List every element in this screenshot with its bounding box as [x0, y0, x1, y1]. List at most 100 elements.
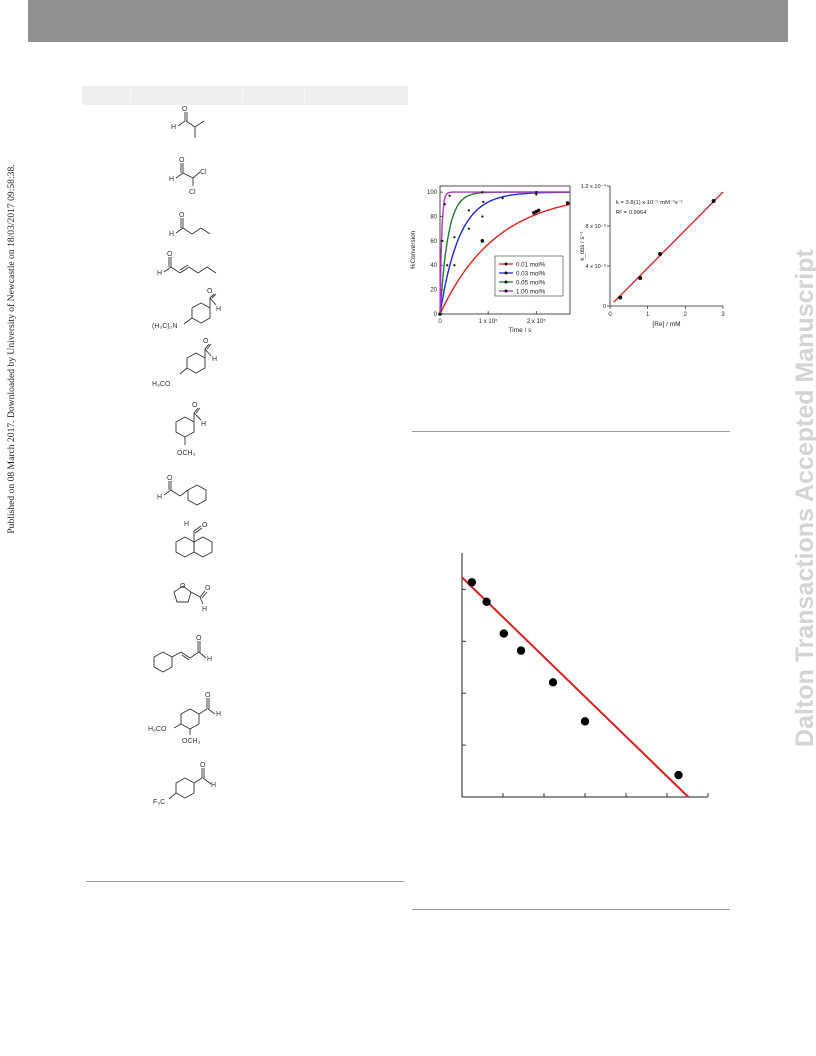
data-point: [448, 194, 451, 197]
data-point: [467, 209, 470, 212]
series-line: [439, 191, 570, 315]
x-tick-label: 0: [438, 319, 442, 325]
legend-marker: [504, 289, 508, 293]
publication-side-note: Published on 08 March 2017. Downloaded b…: [6, 164, 17, 534]
fit-line: [613, 191, 724, 303]
structure-hexenal: O H: [157, 251, 217, 277]
data-point: [516, 646, 526, 655]
x-tick-label: 2 x 10⁵: [527, 318, 546, 325]
series-line: [439, 203, 571, 315]
structure-naphthaldehyde: O H: [175, 521, 213, 558]
data-point: [438, 312, 442, 316]
data-point: [658, 252, 663, 256]
accepted-manuscript-watermark: Dalton Transactions Accepted Manuscript: [791, 249, 816, 747]
kobs-rhenium-chart: 0 1 2 3 0 4 x 10⁻⁵ 8 x 10⁻⁵ 1.2 x 10⁻⁴ [Re] / mM…: [580, 183, 725, 328]
data-point: [711, 199, 716, 203]
legend-label: 0.03 mol%: [516, 270, 546, 277]
structure-dichloroacetaldehyde: O H Cl Cl: [169, 157, 207, 196]
atom-label: O: [200, 762, 206, 769]
legend-label: 0.05 mol%: [516, 279, 546, 286]
structure-anisaldehyde: O H H₃CO: [152, 338, 217, 388]
linear-fit-chart: [461, 553, 709, 798]
atom-label: OCH₃: [177, 450, 196, 457]
legend-label: 0.01 mol%: [516, 261, 546, 268]
atom-label: O: [207, 288, 213, 295]
data-point: [443, 203, 446, 206]
atom-label: O: [179, 157, 185, 164]
journal-header-bar: [28, 0, 788, 42]
annotation-rate: k = 3.8(1) x 10⁻⁵ mM⁻¹s⁻¹: [616, 199, 683, 206]
atom-label: F₃C: [153, 799, 165, 806]
atom-label: O: [179, 212, 185, 219]
atom-label: H: [169, 176, 174, 183]
data-point: [548, 678, 558, 687]
atom-label: H: [169, 231, 174, 238]
data-point: [535, 190, 538, 194]
atom-label: (H₃C)₂N: [152, 323, 177, 330]
y-tick-label: 0: [434, 312, 438, 318]
x-tick-label: 3: [721, 312, 725, 318]
data-point: [453, 264, 456, 267]
y-tick-label: 100: [427, 190, 438, 196]
figure-top-rule: [412, 431, 730, 432]
atom-label: OCH₃: [182, 738, 201, 745]
data-point: [618, 295, 623, 300]
atom-label: H: [184, 521, 189, 528]
x-axis-label: [Re] / mM: [652, 321, 680, 328]
figure-bottom-rule: [412, 909, 730, 910]
structure-veratraldehyde: O H H₃CO OCH₃: [148, 692, 221, 745]
legend-label: 1.00 mol%: [516, 288, 546, 295]
y-tick-label: 40: [430, 263, 437, 269]
data-point: [482, 200, 485, 203]
table-bottom-rule: [86, 881, 404, 882]
plot-frame: [439, 185, 571, 315]
y-tick-label: 8 x 10⁻⁵: [585, 223, 606, 230]
data-point: [638, 276, 643, 280]
data-point: [580, 717, 590, 726]
data-point: [481, 190, 484, 194]
data-point: [501, 197, 504, 200]
conversion-time-chart: 0 1 x 10⁵ 2 x 10⁵ 0 20 40 60 80 100 Time / s %Conv…: [410, 185, 571, 334]
atom-label: H: [216, 306, 221, 313]
annotation-r2: R² = 0.9964: [616, 210, 647, 216]
atom-label: H: [212, 356, 217, 363]
y-tick-label: 20: [430, 288, 437, 294]
atom-label: H₃CO: [148, 726, 167, 733]
atom-label: Cl: [189, 189, 196, 196]
data-point: [481, 215, 484, 218]
data-point: [480, 239, 485, 243]
atom-label: H: [211, 782, 216, 789]
data-point: [482, 597, 491, 606]
data-point: [536, 208, 541, 213]
x-tick-label: 1: [646, 312, 650, 318]
atom-label: O: [203, 338, 209, 345]
data-point: [467, 227, 470, 230]
x-tick-label: 0: [608, 312, 612, 318]
data-point: [499, 629, 509, 638]
fit-line: [461, 576, 690, 798]
structure-dimethylaminobenzaldehyde: O H (H₃C)₂N: [152, 288, 221, 330]
structure-m-anisaldehyde: O H OCH₃: [175, 402, 206, 457]
table-header-bar: [82, 86, 408, 105]
structure-trifluoromethylbenzaldehyde: O H F₃C: [153, 762, 216, 806]
data-point: [441, 239, 444, 242]
atom-label: H: [157, 494, 162, 501]
atom-label: O: [196, 635, 202, 642]
atom-label: H₃CO: [152, 381, 171, 388]
x-tick-label: 1 x 10⁵: [479, 318, 498, 325]
structure-isobutyraldehyde: O H: [171, 106, 205, 138]
atom-label: H: [216, 711, 221, 718]
y-tick-label: 60: [430, 239, 437, 245]
y-axis-label: %Conversion: [410, 230, 417, 269]
y-tick-label: 1.2 x 10⁻⁴: [581, 183, 607, 190]
legend-marker: [504, 271, 508, 275]
atom-label: O: [205, 585, 211, 592]
legend-marker: [504, 280, 508, 284]
data-point: [446, 264, 449, 267]
y-tick-label: 4 x 10⁻⁵: [585, 263, 606, 270]
structure-cinnamaldehyde: O H: [153, 635, 212, 673]
x-tick-label: 2: [684, 312, 688, 318]
atom-label: H: [157, 270, 162, 277]
structure-butanal: O H: [169, 212, 211, 238]
